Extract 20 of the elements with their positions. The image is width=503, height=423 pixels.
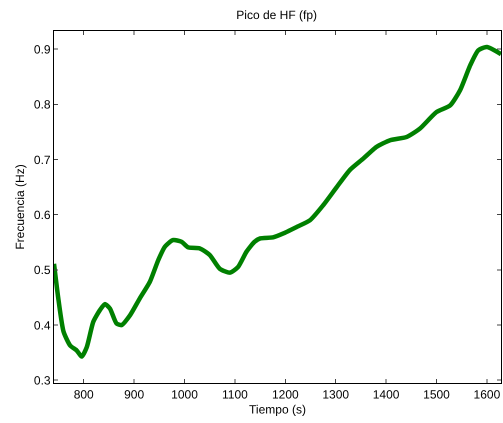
x-tick-label: 1500 [423,387,450,402]
y-tick-label: 0.8 [34,98,51,112]
y-tick-label: 0.3 [34,373,51,388]
x-tick-label: 1300 [322,387,350,402]
x-tick-label: 1000 [171,387,198,402]
x-tick-label: 1100 [222,387,248,402]
y-tick-label: 0.9 [34,42,51,56]
line-series [54,44,501,359]
x-tick-label: 800 [74,387,94,402]
x-tick-label: 1400 [372,387,400,402]
chart-title: Pico de HF (fp) [236,8,317,22]
x-axis-title: Tiempo (s) [249,402,306,416]
x-tick-label: 900 [124,387,144,402]
y-tick-label: 0.4 [34,318,51,332]
y-tick-label: 0.7 [34,152,51,167]
y-tick-label: 0.5 [34,263,51,278]
x-tick-label: 1600 [474,387,501,402]
x-tick-label: 1200 [272,387,299,402]
y-axis-title: Frecuencia (Hz) [13,164,28,250]
y-tick-label: 0.6 [34,208,51,222]
